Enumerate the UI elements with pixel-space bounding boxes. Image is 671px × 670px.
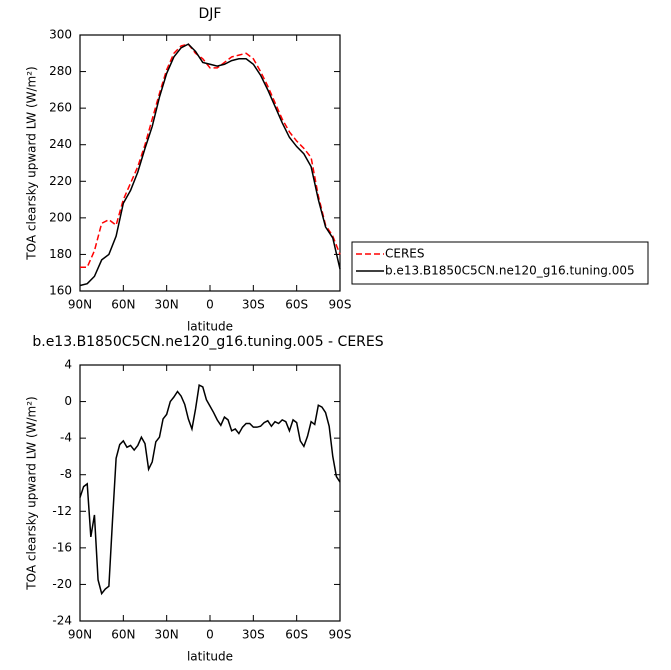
y-tick-label: 300 — [49, 28, 72, 42]
chart-title: DJF — [199, 6, 222, 22]
x-tick-label: 30N — [155, 628, 179, 642]
data-line — [79, 43, 341, 287]
y-tick-label: 200 — [49, 210, 72, 224]
legend-label: CERES — [385, 247, 425, 261]
x-tick-label: 90N — [68, 628, 92, 642]
x-tick-label: 30S — [242, 628, 265, 642]
y-tick-label: 0 — [64, 394, 72, 408]
plot-frame — [79, 364, 341, 622]
x-tick-label: 0 — [206, 628, 214, 642]
y-tick-label: -8 — [60, 467, 72, 481]
x-tick-label: 90S — [329, 298, 352, 312]
y-tick-label: 240 — [49, 137, 72, 151]
legend-label: b.e13.B1850C5CN.ne120_g16.tuning.005 — [385, 264, 635, 278]
y-tick-label: 180 — [49, 247, 72, 261]
y-tick-label: 4 — [64, 358, 72, 372]
y-tick-label: -16 — [52, 540, 72, 554]
x-tick-label: 90N — [68, 298, 92, 312]
y-axis-label: TOA clearsky upward LW (W/m²) — [25, 66, 39, 260]
y-tick-label: 160 — [49, 284, 72, 298]
x-tick-label: 30S — [242, 298, 265, 312]
x-tick-label: 60S — [285, 298, 308, 312]
y-tick-label: -20 — [52, 577, 72, 591]
y-tick-label: 220 — [49, 174, 72, 188]
y-tick-label: 260 — [49, 101, 72, 115]
legend-box — [351, 241, 649, 285]
x-tick-label: 0 — [206, 298, 214, 312]
y-tick-label: -24 — [52, 614, 72, 628]
x-tick-label: 60N — [111, 298, 135, 312]
y-tick-label: -4 — [60, 431, 72, 445]
x-tick-label: 90S — [329, 628, 352, 642]
y-tick-label: 280 — [49, 64, 72, 78]
y-axis-label: TOA clearsky upward LW (W/m²) — [25, 396, 39, 590]
chart-title: b.e13.B1850C5CN.ne120_g16.tuning.005 - C… — [32, 334, 383, 350]
data-line — [80, 43, 341, 268]
data-line — [79, 383, 341, 596]
x-axis-label: latitude — [187, 320, 233, 334]
x-axis-label: latitude — [187, 650, 233, 664]
y-tick-label: -12 — [52, 504, 72, 518]
plot-frame — [79, 34, 341, 292]
x-tick-label: 60N — [111, 628, 135, 642]
x-tick-label: 60S — [285, 628, 308, 642]
x-tick-label: 30N — [155, 298, 179, 312]
